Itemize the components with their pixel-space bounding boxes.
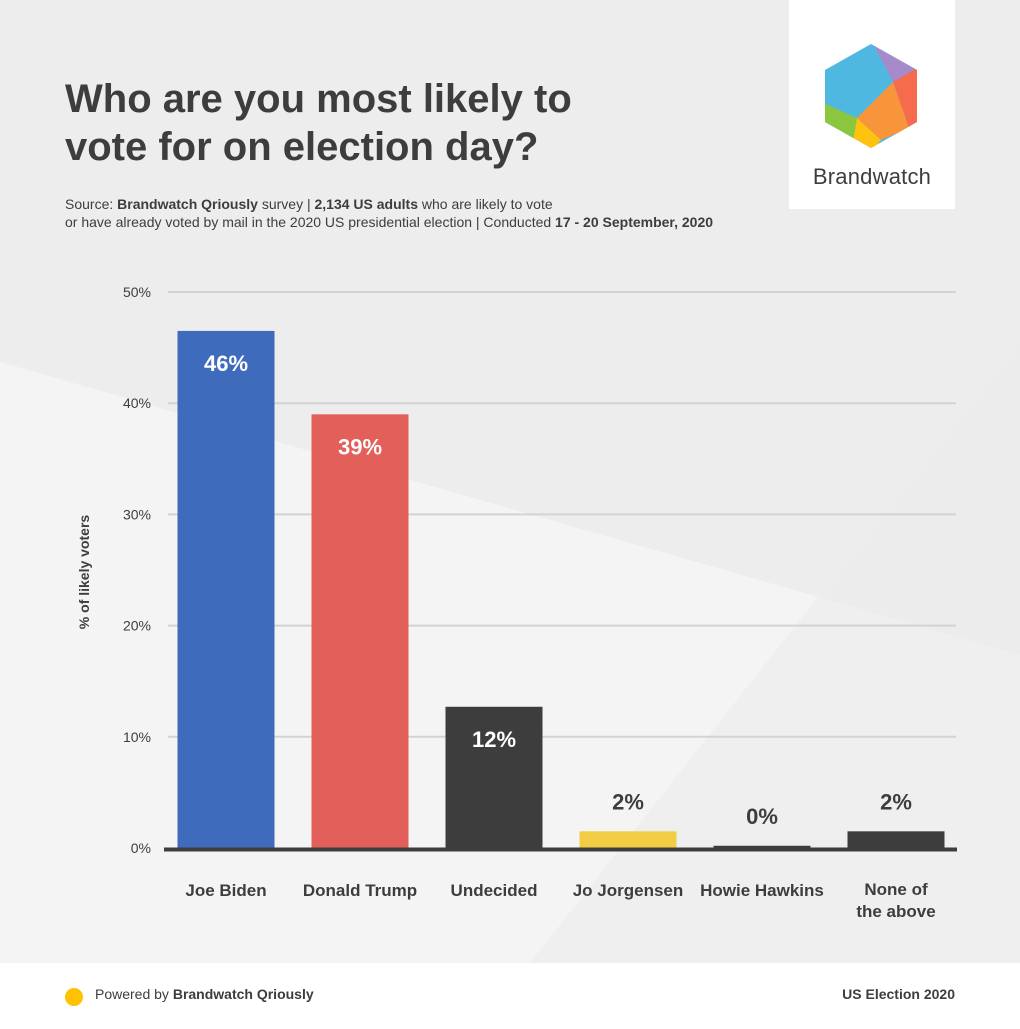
label-layer: 46% 39% 12% 2% 0% 2% [204, 351, 912, 829]
page-title: Who are you most likely to vote for on e… [65, 75, 665, 171]
bar-value-label: 0% [746, 804, 778, 829]
bar-howie-hawkins [713, 845, 811, 848]
x-tick-label: Undecided [427, 880, 561, 902]
logo-wordmark: Brandwatch [812, 164, 932, 189]
source-desc-2: or have already voted by mail in the 202… [65, 214, 556, 230]
footer-dot-icon [65, 988, 83, 1006]
x-tick-label-line: the above [856, 902, 936, 921]
source-dates: 17 - 20 September, 2020 [555, 214, 714, 230]
bar-joe-biden [177, 330, 275, 848]
y-tick-label: 40% [123, 395, 151, 411]
x-tick-label: Jo Jorgensen [561, 880, 695, 902]
footer: Powered by Brandwatch Qriously US Electi… [0, 963, 1020, 1029]
logo-card: Brandwatch [789, 0, 955, 209]
source-note: Source: Brandwatch Qriously survey | 2,1… [65, 195, 785, 231]
source-prefix: Source: [65, 196, 118, 212]
bar-value-label: 2% [612, 789, 644, 814]
x-tick-label-line: Undecided [450, 881, 538, 900]
source-brand: Brandwatch Qriously [117, 196, 258, 212]
bar-donald-trump [311, 414, 409, 848]
x-tick-label-line: Joe Biden [185, 881, 267, 900]
bar-value-label: 12% [472, 727, 516, 752]
x-tick-label-line: Jo Jorgensen [572, 881, 684, 900]
footer-powered-by: Powered by Brandwatch Qriously [95, 986, 314, 1002]
bar-none-of-the-above [847, 831, 945, 848]
y-tick-label: 20% [123, 618, 151, 634]
bar-layer [177, 330, 945, 848]
footer-powered-prefix: Powered by [95, 986, 173, 1002]
y-tick-label: 30% [123, 506, 151, 522]
source-line-1: Source: Brandwatch Qriously survey | 2,1… [65, 195, 785, 213]
x-tick-label: None of the above [829, 879, 963, 923]
x-tick-label-line: Howie Hawkins [700, 881, 824, 900]
source-sample: 2,134 US adults [314, 196, 419, 212]
bar-undecided [445, 706, 543, 848]
y-tick-label: 0% [131, 840, 151, 856]
bar-value-label: 2% [880, 789, 912, 814]
y-axis-title: % of likely voters [76, 514, 92, 630]
x-tick-label: Donald Trump [293, 880, 427, 902]
source-survey: survey | [257, 196, 315, 212]
brandwatch-hexagon-logo-icon [825, 44, 917, 148]
bar-chart: 0% 10% 20% 30% 40% 50% 46% 39% 12% 2% 0% 2% [123, 284, 957, 856]
grid-layer: 0% 10% 20% 30% 40% 50% [123, 284, 956, 856]
footer-powered-brand: Brandwatch Qriously [172, 986, 314, 1002]
title-line-2: vote for on election day? [65, 125, 539, 169]
bar-jo-jorgensen [579, 831, 677, 848]
y-tick-label: 10% [123, 729, 151, 745]
y-tick-label: 50% [123, 284, 151, 300]
x-tick-label: Howie Hawkins [695, 880, 829, 902]
source-line-2: or have already voted by mail in the 202… [65, 213, 785, 231]
x-tick-label-line: Donald Trump [302, 881, 418, 900]
footer-campaign: US Election 2020 [842, 986, 955, 1002]
bar-value-label: 46% [204, 351, 248, 376]
x-tick-label-line: None of [864, 880, 928, 899]
bar-value-label: 39% [338, 434, 382, 459]
source-desc-1: who are likely to vote [418, 196, 553, 212]
title-line-1: Who are you most likely to [65, 77, 572, 121]
x-tick-label: Joe Biden [159, 880, 293, 902]
